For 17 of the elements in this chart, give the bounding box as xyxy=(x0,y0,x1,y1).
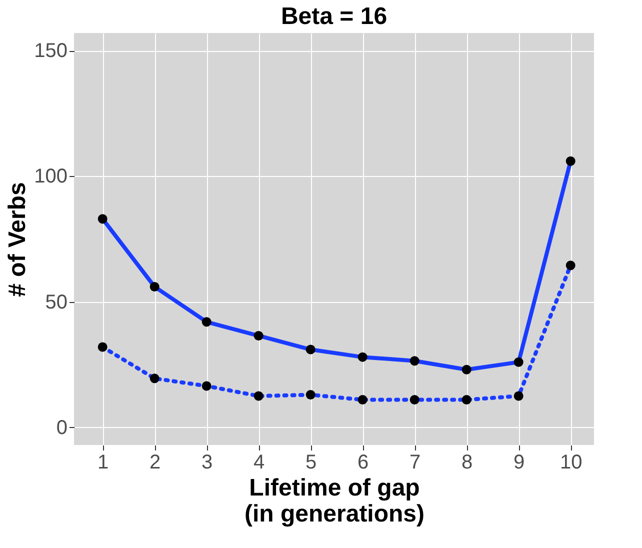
x-tick-label: 1 xyxy=(98,452,109,474)
y-tick-label: 100 xyxy=(34,166,68,188)
x-tick-label: 8 xyxy=(462,452,473,474)
x-tick-label: 7 xyxy=(410,452,421,474)
x-tick-label: 10 xyxy=(560,452,582,474)
x-tick-label: 5 xyxy=(306,452,317,474)
x-axis-title: Lifetime of gap (in generations) xyxy=(244,474,425,528)
x-tick-label: 3 xyxy=(202,452,213,474)
y-axis-title: # of Verbs xyxy=(4,182,32,297)
x-tick-label: 6 xyxy=(358,452,369,474)
y-tick-label: 50 xyxy=(45,291,68,314)
chart-title: Beta = 16 xyxy=(280,3,388,30)
y-tick-label: 150 xyxy=(34,40,68,62)
y-tick-label: 0 xyxy=(56,416,68,439)
x-tick-label: 4 xyxy=(254,452,265,474)
x-tick-label: 9 xyxy=(514,452,525,474)
x-tick-label: 2 xyxy=(150,452,161,474)
